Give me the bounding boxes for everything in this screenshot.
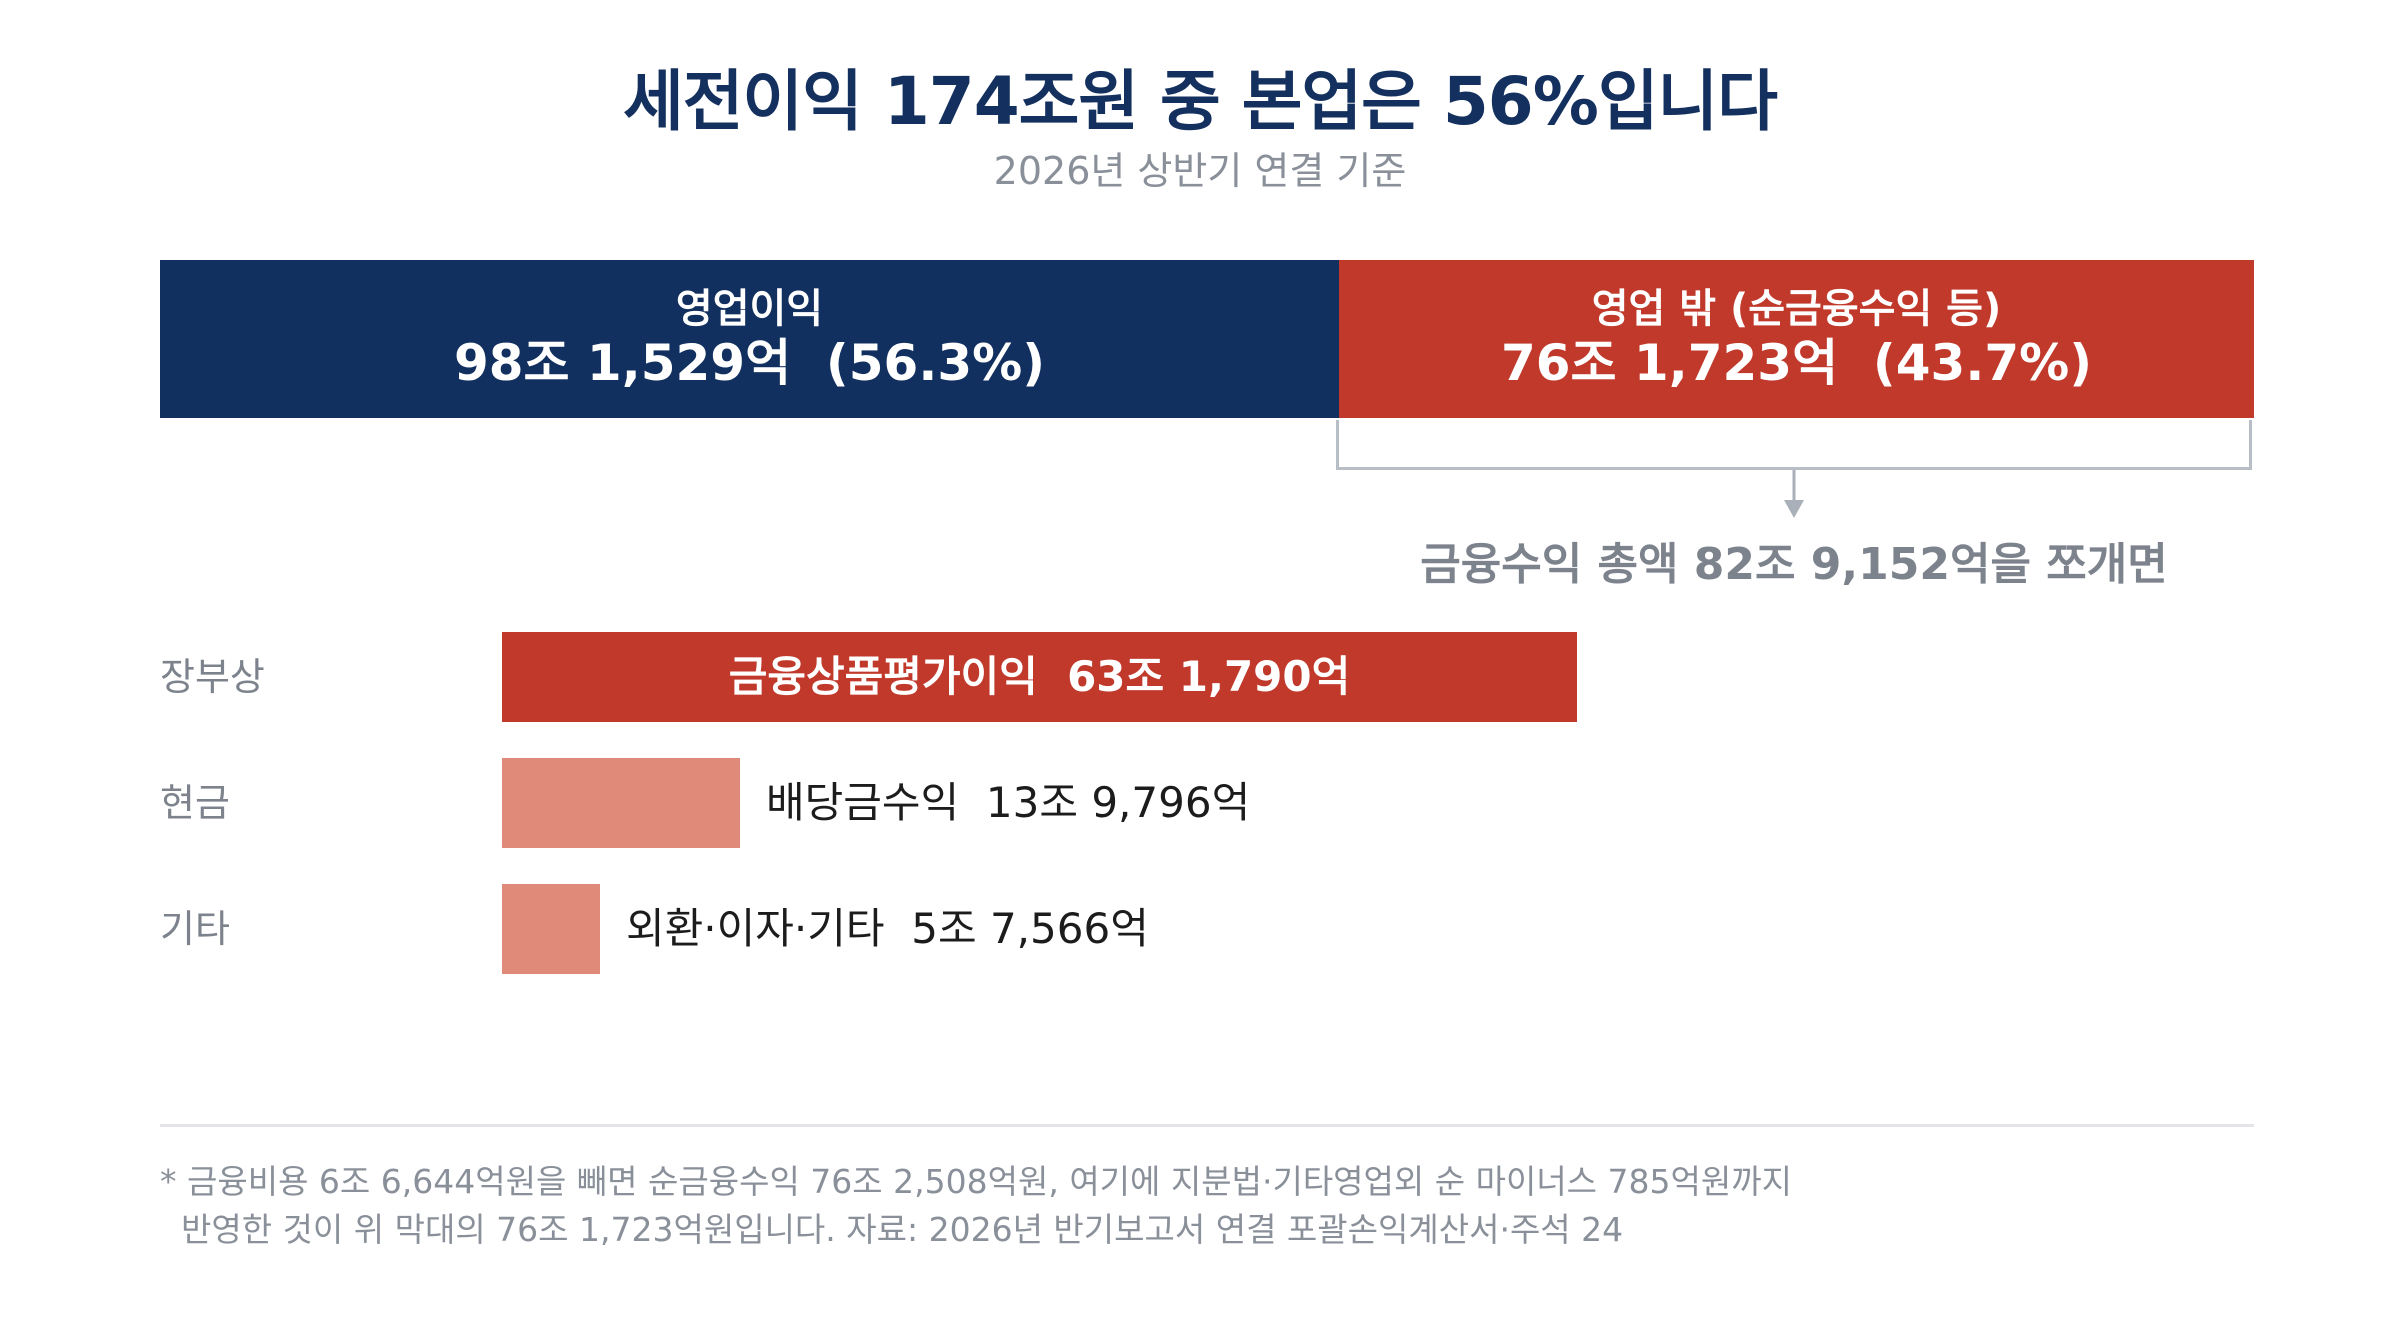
bar-label-cash: 배당금수익 13조 9,796억 — [766, 778, 1251, 827]
bar-cash — [502, 758, 740, 848]
segment-non-operating-value: 76조 1,723억 (43.7%) — [1500, 334, 2093, 392]
stacked-bar: 영업이익 98조 1,529억 (56.3%) 영업 밖 (순금융수익 등) 7… — [160, 260, 2254, 418]
segment-operating-profit-value: 98조 1,529억 (56.3%) — [453, 334, 1046, 392]
breakdown-caption: 금융수익 총액 82조 9,152억을 쪼개면 — [1420, 539, 2168, 590]
footnote-divider — [160, 1124, 2254, 1127]
bracket-connector — [1336, 420, 2252, 470]
bar-label-book: 금융상품평가이익 63조 1,790억 — [728, 652, 1351, 701]
bar-book — [502, 632, 1577, 722]
segment-non-operating-label: 영업 밖 (순금융수익 등) — [1591, 286, 2002, 332]
chart-title: 세전이익 174조원 중 본업은 56%입니다 — [622, 63, 1778, 140]
category-label-cash: 현금 — [160, 781, 230, 825]
segment-operating-profit: 영업이익 98조 1,529억 (56.3%) — [160, 260, 1339, 418]
footnote-line-2: 반영한 것이 위 막대의 76조 1,723억원입니다. 자료: 2026년 반… — [160, 1210, 1624, 1249]
category-label-book: 장부상 — [160, 655, 265, 699]
chart-subtitle: 2026년 상반기 연결 기준 — [993, 149, 1407, 193]
footnote: * 금융비용 6조 6,644억원을 빼면 순금융수익 76조 2,508억원,… — [160, 1158, 2260, 1254]
bar-other — [502, 884, 600, 974]
footnote-line-1: * 금융비용 6조 6,644억원을 빼면 순금융수익 76조 2,508억원,… — [160, 1162, 1792, 1201]
category-label-other: 기타 — [160, 907, 230, 951]
bar-label-other: 외환·이자·기타 5조 7,566억 — [626, 904, 1149, 953]
segment-operating-profit-label: 영업이익 — [675, 286, 824, 332]
down-arrow-icon — [1784, 470, 1804, 518]
segment-non-operating: 영업 밖 (순금융수익 등) 76조 1,723억 (43.7%) — [1339, 260, 2254, 418]
